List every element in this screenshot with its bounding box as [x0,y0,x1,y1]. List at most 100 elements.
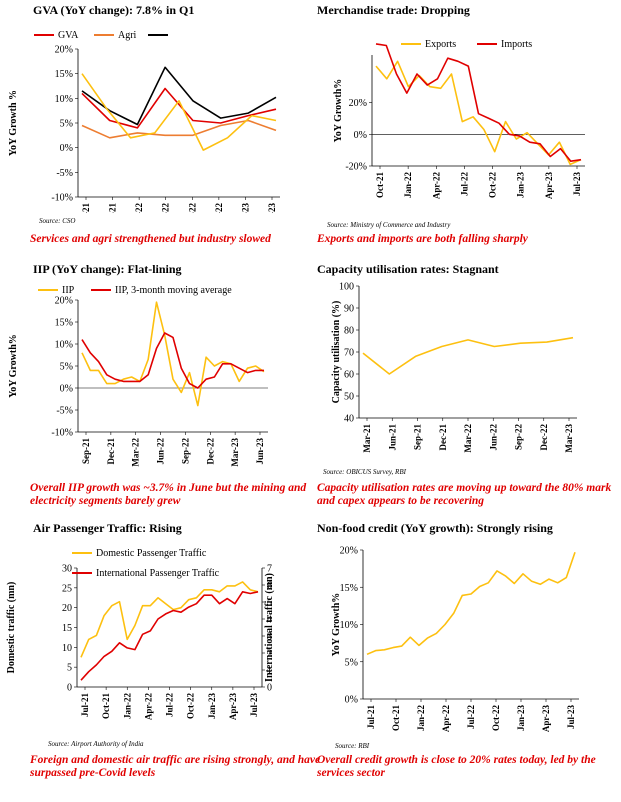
x-tick-label: Jun-23 [255,438,265,465]
y-tick-label: -10% [51,428,73,439]
x-tick-label: Dec-21 [106,438,116,465]
x-tick-label: Apr-23 [544,172,554,200]
x-tick-label: Mar-23 [230,438,240,467]
legend-label: Domestic Passenger Traffic [96,548,207,559]
y-tick-label: 15 [62,623,72,634]
y-axis-title: YoY Growth % [8,90,19,156]
y2-tick-label: 7 [267,564,272,575]
legend-label: Agri [118,30,137,41]
trade-panel: Merchandise trade: Dropping 20% 0% -20% YoY… [317,3,617,245]
capacity-panel: Capacity utilisation rates: Stagnant 100… [317,262,617,512]
y2-tick-label: 0 [267,683,272,694]
y-tick-label: 5% [345,657,358,668]
legend-label: IIP, 3-month moving average [115,285,232,296]
x-tick-label: Oct-22 [488,172,498,198]
x-tick-label: Oct-21 [391,705,401,731]
y-axis-title: Domestic traffic (mn) [6,582,17,674]
x-tick-label: Jun-22 [161,203,171,213]
x-tick-label: Dec-21 [108,203,118,213]
y-tick-label: -20% [345,162,367,173]
y-tick-label: 0% [345,695,358,706]
y-tick-label: 30 [62,564,72,575]
trade-chart: 20% 0% -20% YoY Growth% Oct-21 Jan-22 Apr-22 Ju… [333,39,585,200]
capacity-source: Source: OBICUS Survey, RBI [323,468,406,476]
x-tick-label: Oct-22 [491,705,501,731]
series-line-iip-3-month-moving-average [81,332,264,389]
x-tick-label: Jul-22 [165,693,175,718]
series-line-agri [81,119,277,139]
x-tick-label: Apr-22 [441,705,451,733]
x-tick-label: Dec-22 [205,438,215,465]
x-tick-label: Sep-22 [187,203,197,213]
y-tick-label: 100 [339,282,354,293]
y-tick-label: 25 [62,583,72,594]
series-line-unnamed-2 [81,66,277,126]
y-tick-label: -5% [56,406,73,417]
x-tick-label: Sep-22 [180,438,190,465]
x-tick-label: Jan-22 [122,693,132,720]
x-tick-label: Apr-22 [143,693,153,721]
trade-caption: Exports and imports are both falling sha… [317,233,528,245]
trade-chart-title: Merchandise trade: Dropping [317,3,470,17]
gva-chart: 20% 15% 10% 5% 0% -5% -10% YoY Growth % Sep-21 De… [8,30,280,213]
iip-caption: Overall IIP growth was ~3.7% in June but… [30,482,307,507]
series-line-iip [81,301,265,407]
y-tick-label: 15% [340,583,358,594]
y2-tick-label: 2 [267,649,272,660]
y-tick-label: 15% [55,318,73,329]
x-tick-label: Sep-21 [81,203,91,213]
y-tick-label: 50 [344,392,354,403]
x-tick-label: Jul-23 [566,705,576,730]
x-tick-label: Mar-22 [463,424,473,453]
y2-tick-label: 5 [267,598,272,609]
air-panel: Air Passenger Traffic: Rising 30 25 20 15 10… [6,521,333,791]
x-tick-label: Jun-22 [488,424,498,451]
x-tick-label: Jun-21 [387,424,397,451]
y-tick-label: 20% [340,546,358,557]
iip-chart: 20% 15% 10% 5% 0% -5% -10% YoY Growth% Sep-21 Dec… [8,285,268,467]
x-tick-label: Oct-21 [375,172,385,198]
credit-chart: 20% 15% 10% 5% 0% YoY Growth% Jul-21 Oct-21 Jan-… [331,546,579,733]
y-tick-label: 0 [67,683,72,694]
x-tick-label: Jun-22 [156,438,166,465]
legend-label: GVA [58,30,79,41]
y-tick-label: 0% [60,143,73,154]
air-source: Source: Airport Authority of India [48,740,144,748]
x-tick-label: Jul-22 [459,172,469,197]
x-tick-label: Jul-22 [466,705,476,730]
x-tick-label: Oct-22 [186,693,196,719]
x-tick-label: Mar-22 [134,203,144,213]
x-tick-label: Mar-23 [564,424,574,453]
capacity-chart-title: Capacity utilisation rates: Stagnant [317,262,499,276]
y-tick-label: 20 [62,603,72,614]
y-tick-label: 5 [67,663,72,674]
y-tick-label: -5% [56,168,73,179]
x-tick-label: Jul-21 [366,705,376,730]
y-tick-label: 15% [55,69,73,80]
gva-source: Source: CSO [39,217,76,225]
x-tick-label: Dec-21 [438,424,448,451]
x-tick-label: Dec-22 [214,203,224,213]
air-caption: Foreign and domestic air traffic are ris… [30,754,321,779]
x-tick-label: Jun-23 [267,203,277,213]
x-tick-label: Apr-22 [431,172,441,200]
y2-tick-label: 4 [267,615,272,626]
series-line-gva [81,87,277,129]
y-tick-label: 60 [344,370,354,381]
x-tick-label: Sep-22 [514,424,524,451]
series-line-unnamed-3 [81,73,277,151]
y-tick-label: 0% [354,130,367,141]
air-chart-title: Air Passenger Traffic: Rising [33,521,182,535]
x-tick-label: Mar-22 [131,438,141,467]
x-tick-label: Oct-21 [101,693,111,719]
capacity-caption: Capacity utilisation rates are moving up… [317,482,612,507]
iip-panel: IIP (YoY change): Flat-lining 20% 15% 10% 5… [8,262,333,512]
x-tick-label: Mar-21 [362,424,372,453]
gva-caption: Services and agri strengthened but indus… [30,233,271,245]
y2-tick-label: 3 [267,632,272,643]
y-tick-label: 80 [344,326,354,337]
trade-source: Source: Ministry of Commerce and Industr… [327,221,451,229]
y-axis-title: YoY Growth% [333,79,344,143]
